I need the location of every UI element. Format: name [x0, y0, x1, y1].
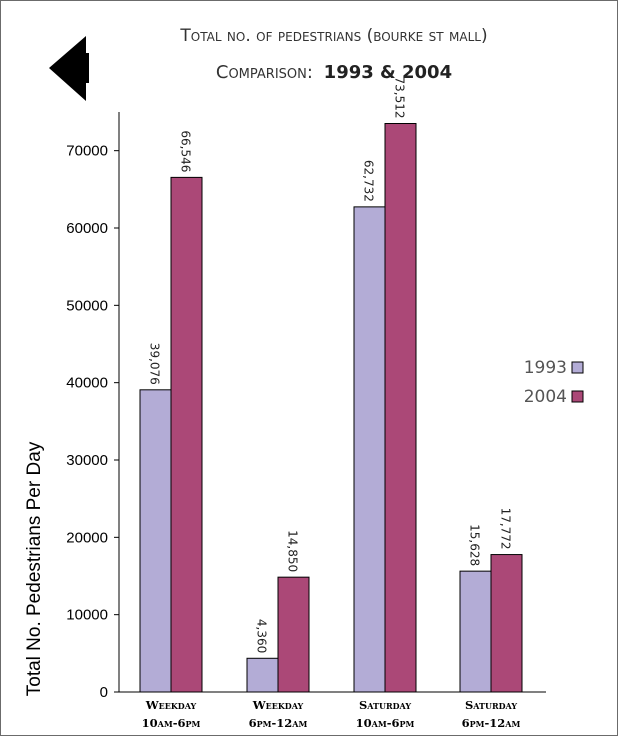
y-tick-label: 10000 — [66, 607, 108, 624]
y-tick-label: 20000 — [66, 529, 108, 546]
data-label-1993: 62,732 — [362, 160, 376, 202]
legend-swatch-2004 — [571, 390, 584, 403]
data-label-1993: 39,076 — [148, 343, 162, 385]
legend-label-1993: 1993 — [524, 358, 567, 378]
legend-label-2004: 2004 — [524, 387, 567, 407]
data-label-1993: 15,628 — [468, 524, 482, 566]
bar-1993 — [459, 570, 492, 693]
data-label-2004: 73,512 — [393, 77, 407, 119]
y-axis-label: Total No. Pedestrians Per Day — [24, 441, 45, 696]
bar-1993 — [353, 206, 386, 693]
y-tick-label: 50000 — [66, 297, 108, 314]
chart-title-bold: 1993 & 2004 — [324, 62, 452, 83]
bar-1993 — [246, 657, 279, 693]
category-sublabel: 10am-6pm — [142, 716, 201, 730]
category-label: Weekday — [145, 698, 197, 712]
category-sublabel: 10am-6pm — [356, 716, 415, 730]
category-sublabel: 6pm-12am — [249, 716, 308, 730]
y-tick-label: 60000 — [66, 220, 108, 237]
y-tick-label: 0 — [100, 684, 108, 701]
bar-2004 — [384, 123, 417, 693]
y-tick-label: 70000 — [66, 143, 108, 160]
bar-1993 — [139, 389, 172, 693]
data-label-2004: 66,546 — [179, 130, 193, 172]
category-label: Saturday — [465, 698, 517, 712]
category-label: Saturday — [359, 698, 411, 712]
data-label-2004: 14,850 — [286, 530, 300, 572]
legend: 1993 2004 — [524, 358, 584, 407]
chart-title-prefix: Comparison: — [216, 62, 313, 83]
bar-2004 — [490, 554, 523, 693]
chart-title-line1: Total no. of pedestrians (bourke st mall… — [179, 26, 487, 46]
category-sublabel: 6pm-12am — [462, 716, 521, 730]
bar-2004 — [277, 576, 310, 693]
plot-area: 0 10000 20000 30000 40000 50000 60000 70000 39,0… — [66, 77, 546, 730]
chart-title-line2: Comparison: 1993 & 2004 — [216, 62, 452, 83]
y-tick-label: 30000 — [66, 452, 108, 469]
category-label: Weekday — [252, 698, 304, 712]
y-tick-label: 40000 — [66, 375, 108, 392]
legend-swatch-1993 — [571, 361, 584, 374]
data-label-2004: 17,772 — [499, 508, 513, 550]
back-arrow-icon[interactable] — [49, 36, 89, 101]
bar-2004 — [170, 176, 203, 693]
data-label-1993: 4,360 — [255, 619, 269, 653]
